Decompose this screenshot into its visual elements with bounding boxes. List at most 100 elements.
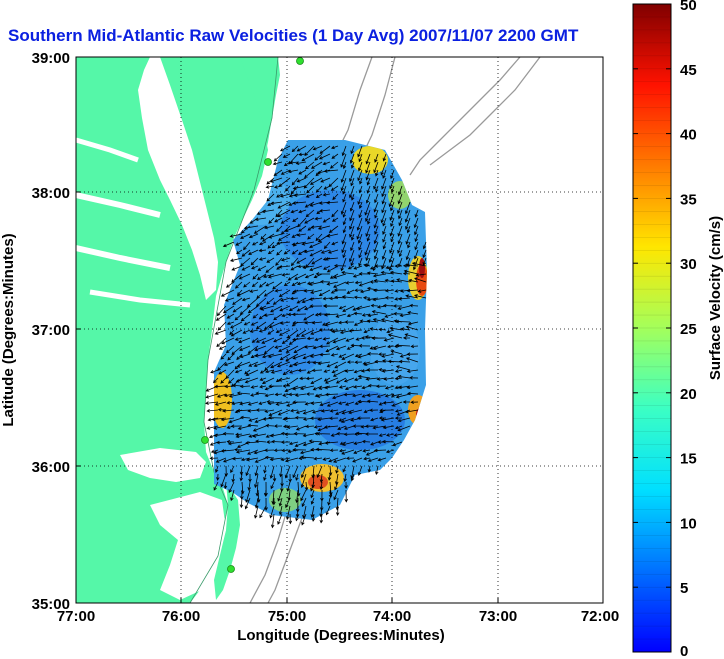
velocity-arrow [366, 271, 379, 275]
velocity-arrow [256, 273, 267, 280]
velocity-arrow [397, 425, 411, 432]
velocity-arrow [281, 448, 291, 453]
velocity-arrow [267, 401, 283, 406]
velocity-arrow [288, 361, 299, 368]
velocity-arrow [328, 465, 333, 477]
velocity-arrow [255, 337, 267, 343]
velocity-arrow [403, 269, 419, 275]
velocity-arrow [236, 361, 251, 368]
velocity-arrow [214, 401, 227, 406]
velocity-arrow [365, 377, 379, 381]
velocity-arrow [354, 360, 363, 364]
velocity-arrow [277, 513, 283, 525]
velocity-arrow [234, 313, 243, 321]
velocity-arrow [395, 319, 411, 324]
velocity-arrow [252, 313, 259, 319]
velocity-arrow [362, 448, 371, 453]
velocity-arrow [335, 505, 340, 516]
velocity-arrow [255, 391, 267, 396]
velocity-arrow [251, 281, 259, 288]
velocity-arrow [380, 161, 387, 176]
velocity-arrow [258, 281, 267, 288]
velocity-arrow [365, 209, 371, 222]
velocity-arrow [381, 185, 387, 198]
velocity-arrow [278, 289, 291, 298]
velocity-arrow [341, 441, 355, 446]
velocity-arrow [405, 294, 419, 299]
velocity-arrow [323, 265, 331, 270]
velocity-arrow [278, 265, 291, 269]
chesapeake-bay [138, 57, 218, 300]
velocity-arrow [422, 249, 427, 259]
velocity-arrow [332, 369, 347, 377]
velocity-arrow [358, 241, 363, 251]
velocity-arrow [281, 272, 291, 277]
velocity-arrow [293, 193, 307, 197]
velocity-arrow [239, 465, 244, 476]
velocity-arrow [225, 281, 235, 288]
velocity-arrow [394, 425, 403, 430]
velocity-arrow [378, 433, 387, 437]
velocity-arrow [312, 145, 323, 151]
velocity-arrow [363, 263, 371, 268]
velocity-arrow [256, 289, 267, 299]
velocity-arrow [315, 193, 323, 199]
velocity-arrow [258, 241, 267, 246]
velocity-arrow [410, 344, 419, 349]
velocity-arrow [281, 337, 291, 344]
velocity-arrow [261, 377, 275, 384]
velocity-arrow [292, 447, 307, 452]
velocity-arrow [334, 481, 339, 491]
velocity-arrow [248, 249, 259, 255]
velocity-arrow [304, 273, 315, 279]
velocity-arrow [266, 257, 275, 263]
velocity-arrow [378, 352, 387, 356]
velocity-arrow [347, 265, 355, 270]
velocity-arrow [352, 424, 363, 428]
velocity-arrow [389, 241, 395, 254]
velocity-arrow [365, 169, 371, 181]
velocity-arrow [333, 489, 339, 501]
velocity-arrow [318, 441, 331, 446]
velocity-arrow [385, 433, 395, 437]
velocity-arrow [255, 408, 267, 412]
velocity-arrow [267, 353, 283, 359]
velocity-arrow [271, 439, 283, 444]
velocity-arrow [342, 305, 355, 312]
velocity-arrow [264, 448, 275, 453]
velocity-arrow [319, 352, 331, 357]
velocity-arrow [341, 295, 355, 299]
velocity-arrow [227, 353, 235, 361]
velocity-arrow [382, 401, 395, 405]
velocity-arrow [322, 296, 331, 301]
velocity-arrow [354, 377, 363, 382]
velocity-arrow [322, 321, 331, 326]
velocity-arrow [310, 401, 323, 405]
velocity-arrow [414, 241, 419, 251]
velocity-arrow [264, 393, 275, 398]
velocity-arrow [273, 424, 283, 428]
velocity-arrow [326, 200, 339, 205]
velocity-arrow [320, 409, 331, 413]
velocity-arrow [258, 248, 267, 253]
velocity-arrow [300, 489, 307, 502]
velocity-arrow [297, 368, 307, 373]
velocity-arrow [358, 257, 363, 267]
velocity-arrow [295, 513, 299, 522]
velocity-arrow [275, 257, 283, 266]
velocity-arrow [259, 377, 267, 381]
velocity-arrow [267, 241, 275, 249]
velocity-arrow [357, 399, 371, 404]
velocity-arrow [340, 177, 347, 192]
velocity-arrow [331, 217, 339, 222]
velocity-arrow [394, 264, 403, 268]
velocity-arrow [351, 193, 355, 201]
velocity-arrow [254, 465, 259, 477]
velocity-arrow [390, 393, 403, 398]
velocity-arrow [273, 169, 283, 176]
velocity-arrow [288, 441, 299, 446]
velocity-arrow [326, 337, 339, 345]
velocity-arrow [373, 161, 379, 174]
velocity-arrow [372, 257, 379, 272]
